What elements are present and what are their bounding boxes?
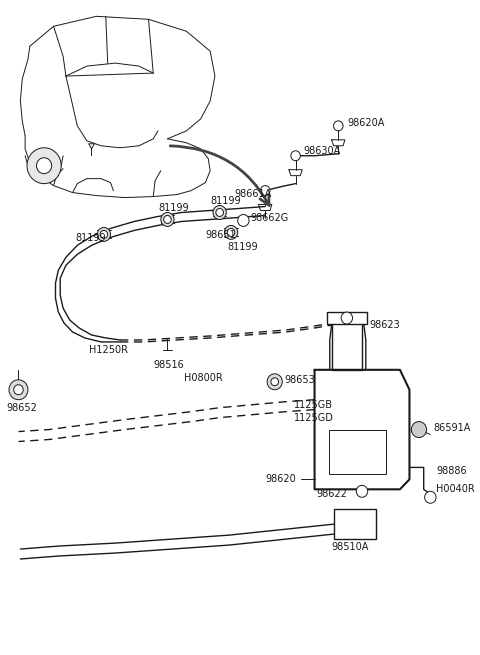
Circle shape [341, 312, 352, 324]
Text: 81199: 81199 [227, 242, 258, 252]
Circle shape [164, 215, 171, 223]
Circle shape [411, 422, 427, 438]
Text: 98653: 98653 [284, 375, 315, 384]
Circle shape [271, 378, 278, 386]
Text: H0040R: H0040R [436, 484, 475, 495]
Text: 98620A: 98620A [348, 118, 385, 128]
Bar [327, 312, 367, 324]
Bar [334, 509, 376, 539]
Circle shape [216, 208, 224, 216]
Text: 1125GD: 1125GD [294, 413, 334, 422]
Text: 98510A: 98510A [332, 542, 369, 552]
Bar [329, 430, 386, 474]
Circle shape [356, 485, 368, 497]
Circle shape [291, 151, 300, 160]
Text: 98652: 98652 [6, 403, 37, 413]
Text: 98622: 98622 [316, 489, 348, 499]
Text: 98651: 98651 [205, 231, 236, 240]
Circle shape [27, 148, 61, 183]
Text: 81199: 81199 [158, 202, 189, 212]
Circle shape [238, 214, 249, 227]
Text: 98623: 98623 [370, 320, 400, 330]
Circle shape [100, 231, 108, 238]
Circle shape [334, 121, 343, 131]
Text: 98516: 98516 [153, 360, 184, 370]
Text: 98662G: 98662G [250, 214, 288, 223]
Circle shape [161, 212, 174, 227]
Circle shape [225, 225, 238, 239]
Circle shape [213, 206, 226, 219]
Text: 98661A: 98661A [234, 189, 271, 198]
Circle shape [36, 158, 52, 174]
Text: 86591A: 86591A [433, 422, 470, 432]
Text: H1250R: H1250R [89, 345, 128, 355]
Bar [332, 320, 362, 370]
Circle shape [425, 491, 436, 503]
Circle shape [9, 380, 28, 400]
Circle shape [227, 229, 235, 236]
Text: 98886: 98886 [436, 466, 467, 476]
Text: H0800R: H0800R [183, 373, 222, 383]
Text: 98630A: 98630A [303, 146, 340, 156]
Text: 81199: 81199 [75, 233, 106, 244]
Text: 98620: 98620 [265, 474, 296, 484]
Circle shape [97, 227, 110, 241]
Circle shape [14, 384, 23, 395]
Circle shape [261, 185, 270, 196]
Text: 81199: 81199 [210, 196, 241, 206]
Text: 1125GB: 1125GB [294, 400, 333, 409]
Circle shape [267, 374, 282, 390]
